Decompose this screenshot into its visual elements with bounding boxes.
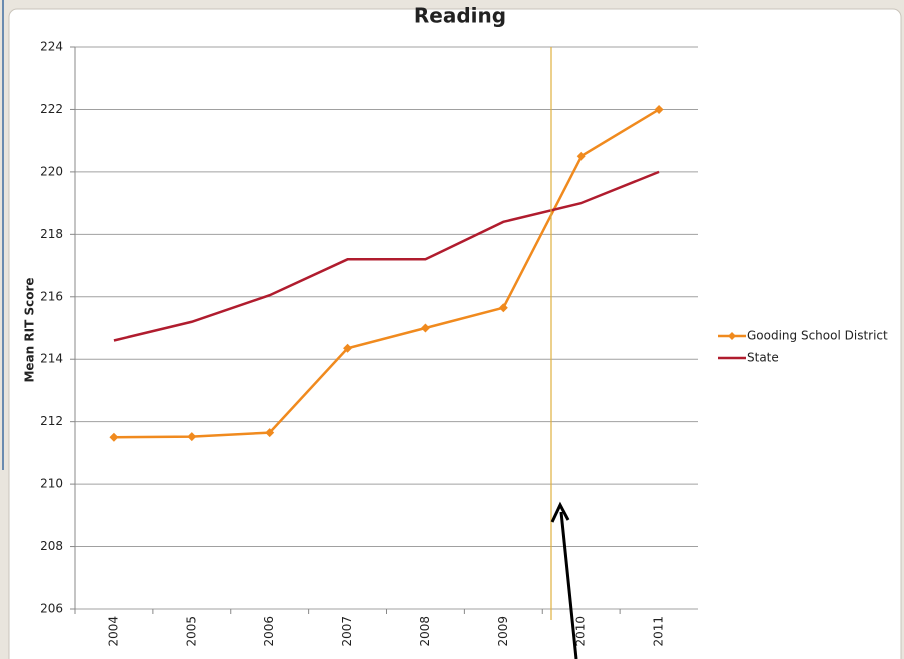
chart-title: Reading [414, 4, 506, 28]
y-axis-label: Mean RIT Score [23, 277, 37, 382]
data-point [265, 428, 275, 438]
x-tick-label: 2006 [262, 616, 276, 647]
y-tick-label: 210 [40, 477, 63, 491]
y-tick-label: 216 [40, 289, 63, 303]
data-point [420, 323, 430, 333]
series-line [113, 170, 660, 342]
data-point [498, 303, 508, 313]
y-tick-label: 208 [40, 539, 63, 553]
x-tick-label: 2005 [184, 616, 198, 647]
legend-label: State [747, 351, 779, 365]
x-tick-label: 2011 [652, 616, 666, 647]
legend-marker [728, 332, 736, 340]
data-point [343, 343, 353, 353]
data-point [576, 151, 586, 161]
y-tick-label: 206 [40, 602, 63, 616]
y-tick-label: 220 [40, 164, 63, 178]
y-tick-label: 218 [40, 227, 63, 241]
y-tick-label: 212 [40, 414, 63, 428]
y-tick-label: 222 [40, 102, 63, 116]
y-tick-label: 224 [40, 40, 63, 54]
plot: 206 208 210 212 214 216 218 220 222 224 2004 2005 20… [40, 40, 888, 647]
y-tick-label: 214 [40, 352, 63, 366]
x-tick-label: 2007 [340, 616, 354, 647]
data-point [109, 432, 119, 442]
x-tick-label: 2010 [574, 616, 588, 647]
series-line [113, 108, 660, 439]
data-point [654, 104, 664, 114]
arrow-head [550, 501, 570, 523]
x-tick-label: 2009 [496, 616, 510, 647]
data-point [187, 432, 197, 442]
x-tick-label: 2008 [418, 616, 432, 647]
arrow-shaft [559, 511, 578, 659]
legend-label: Gooding School District [747, 329, 888, 343]
x-tick-label: 2004 [106, 616, 120, 647]
